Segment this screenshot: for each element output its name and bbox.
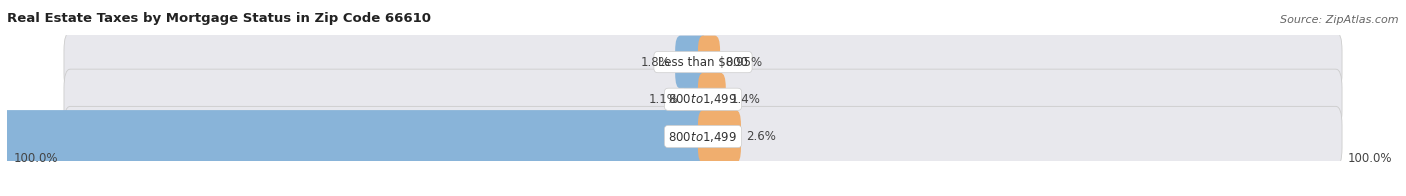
Text: Less than $800: Less than $800	[658, 56, 748, 69]
FancyBboxPatch shape	[0, 110, 709, 163]
FancyBboxPatch shape	[65, 106, 1343, 167]
Text: 2.6%: 2.6%	[747, 130, 776, 143]
FancyBboxPatch shape	[65, 69, 1343, 129]
Text: $800 to $1,499: $800 to $1,499	[668, 130, 738, 143]
Text: Real Estate Taxes by Mortgage Status in Zip Code 66610: Real Estate Taxes by Mortgage Status in …	[7, 12, 432, 25]
Text: 100.0%: 100.0%	[1348, 152, 1392, 165]
Text: 1.4%: 1.4%	[731, 93, 761, 106]
FancyBboxPatch shape	[685, 73, 709, 126]
FancyBboxPatch shape	[65, 32, 1343, 92]
Text: $800 to $1,499: $800 to $1,499	[668, 92, 738, 106]
FancyBboxPatch shape	[697, 36, 720, 89]
Text: Source: ZipAtlas.com: Source: ZipAtlas.com	[1281, 15, 1399, 25]
Text: 1.1%: 1.1%	[650, 93, 679, 106]
FancyBboxPatch shape	[675, 36, 709, 89]
Text: 1.8%: 1.8%	[640, 56, 671, 69]
Text: 100.0%: 100.0%	[14, 152, 58, 165]
FancyBboxPatch shape	[697, 73, 725, 126]
FancyBboxPatch shape	[697, 110, 741, 163]
Text: 0.95%: 0.95%	[725, 56, 762, 69]
